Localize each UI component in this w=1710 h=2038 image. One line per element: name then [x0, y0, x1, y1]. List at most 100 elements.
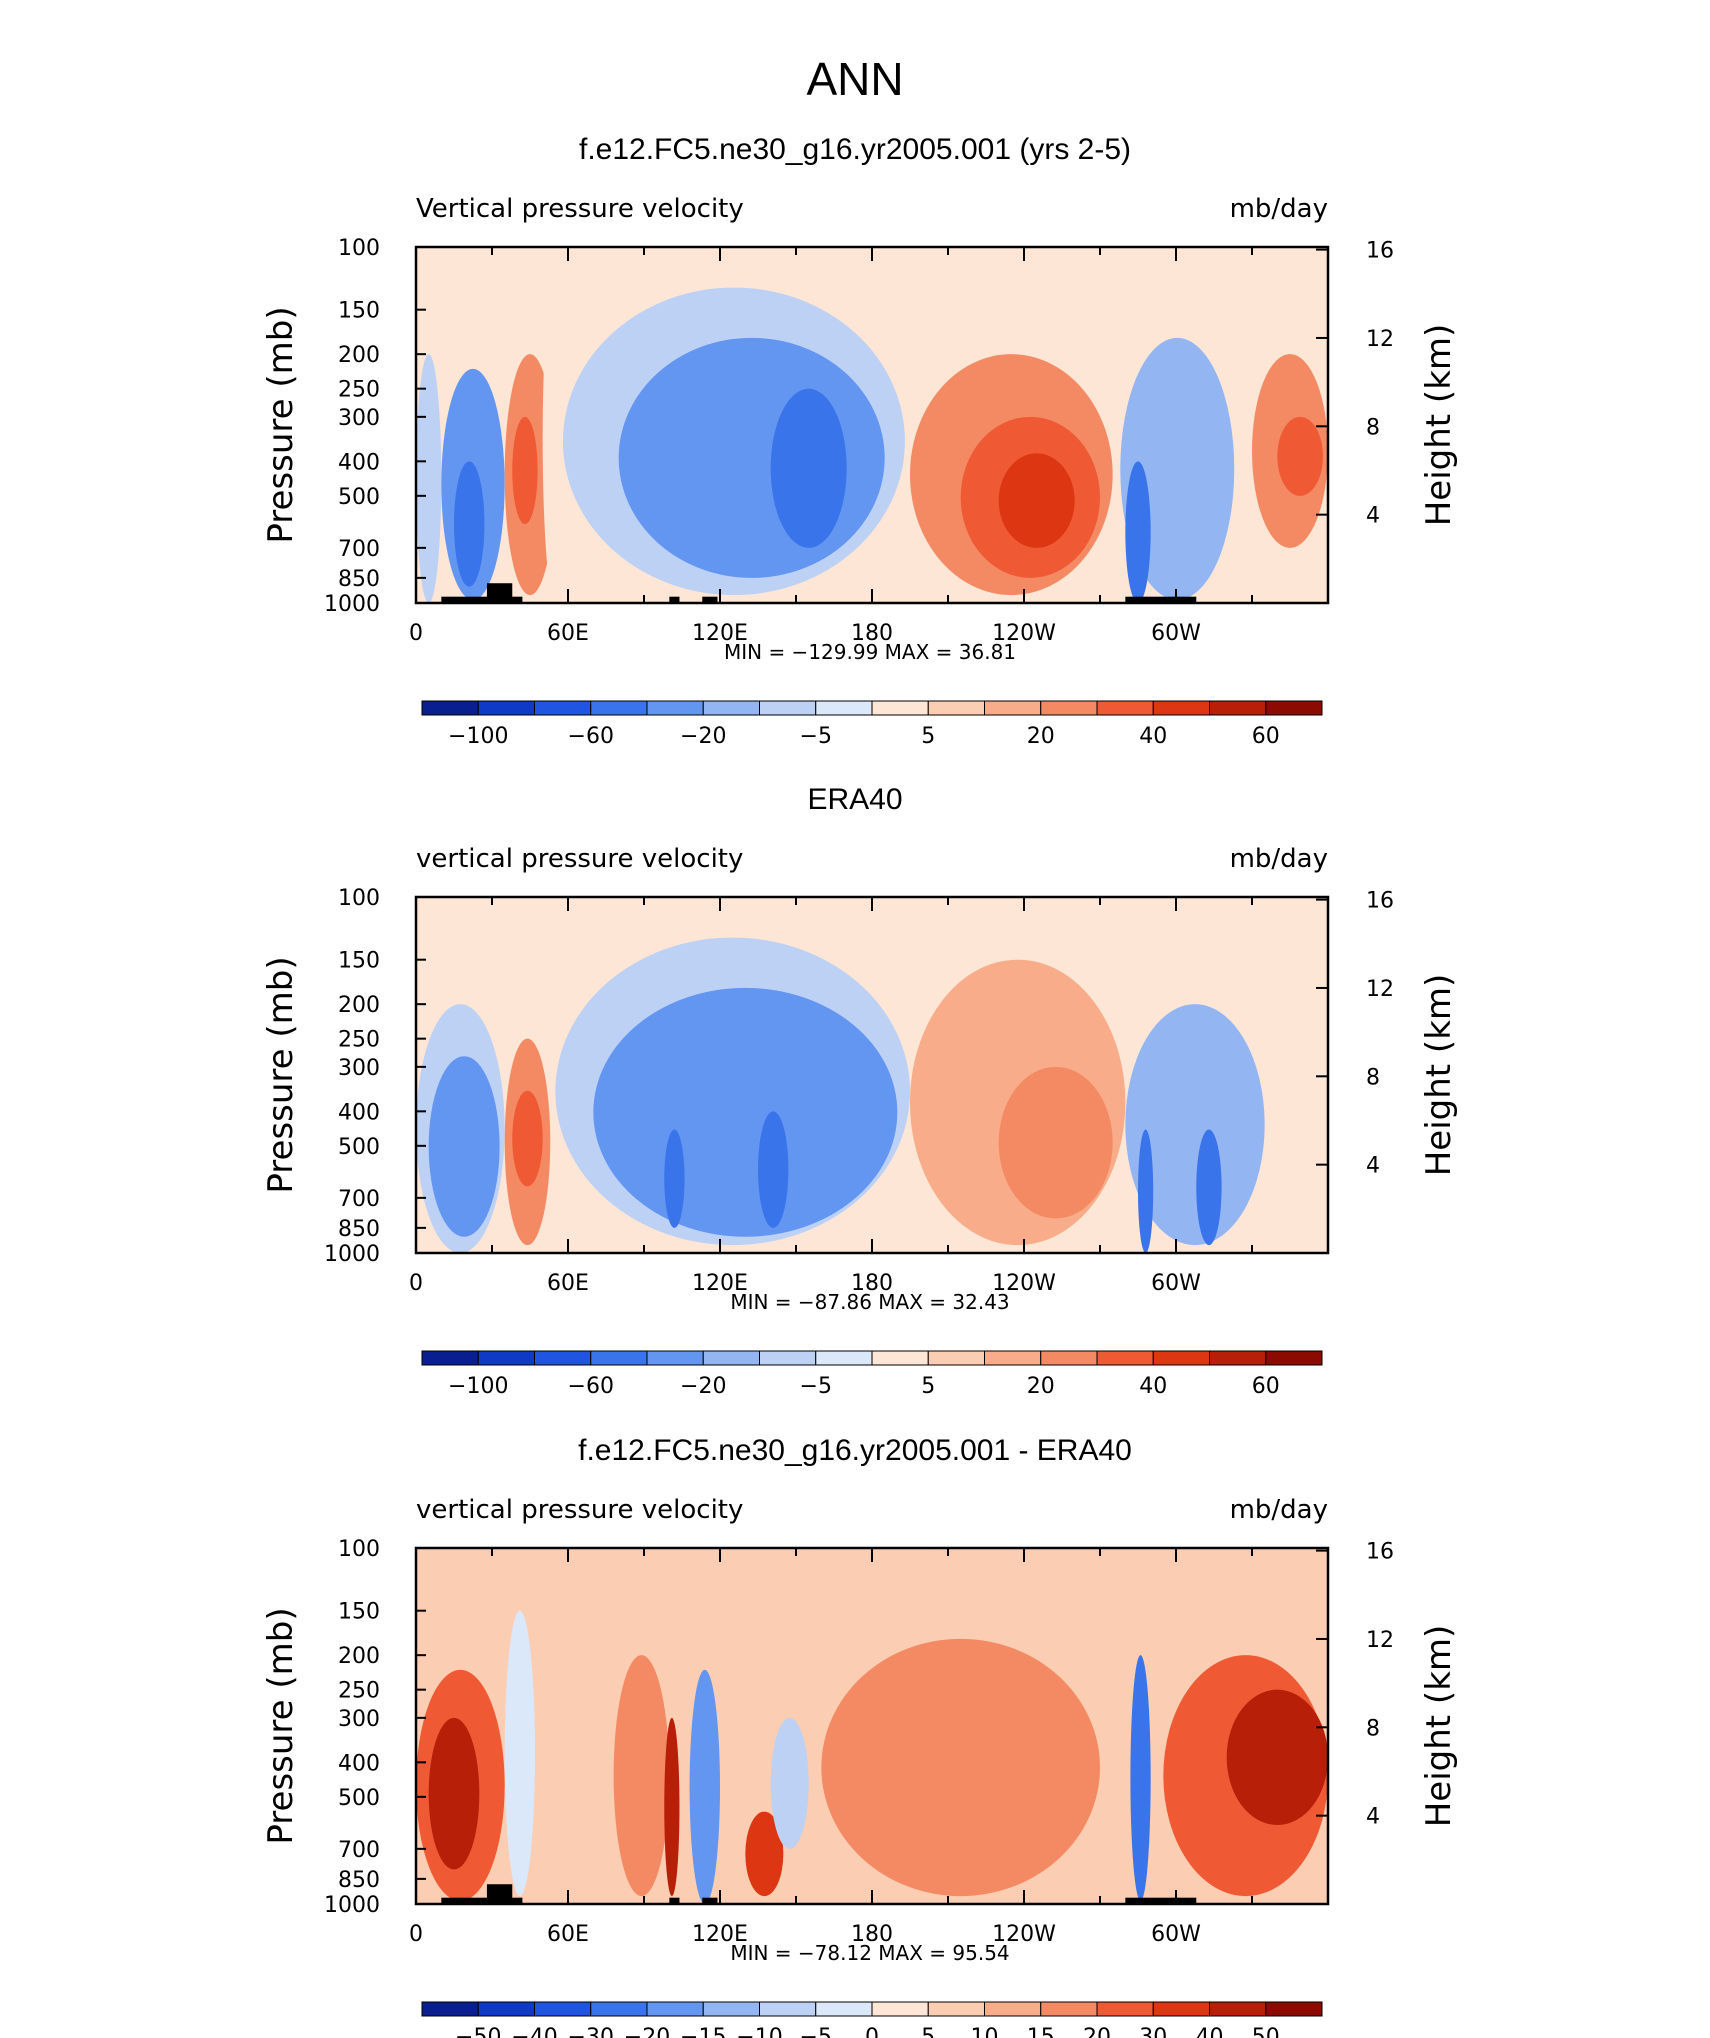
contour-cell	[1138, 1129, 1154, 1253]
y-tick-label: 700	[338, 537, 380, 562]
contour-cell	[504, 1610, 536, 1897]
right-axis-label: Height (km)	[1419, 974, 1459, 1177]
y-tick-label: 100	[338, 886, 380, 911]
colorbar-box	[927, 1350, 985, 1366]
y-tick-label: 850	[338, 1217, 380, 1242]
figure-title: ANN	[806, 53, 903, 105]
contour-cell	[1125, 461, 1151, 603]
colorbar-label: 10	[971, 2025, 999, 2038]
y-tick-label: 500	[338, 1786, 380, 1811]
y-tick-label: 200	[338, 343, 380, 368]
y-tick-label: 850	[338, 567, 380, 592]
contour-cell	[758, 1111, 789, 1228]
colorbar-box	[421, 700, 479, 716]
variable-label: vertical pressure velocity	[416, 844, 743, 874]
x-tick-label: 120E	[692, 621, 748, 646]
colorbar-box	[871, 2001, 929, 2017]
y-tick-label: 850	[338, 1868, 380, 1893]
colorbar-label: −5	[800, 2025, 832, 2038]
right-tick-label: 8	[1366, 415, 1380, 440]
colorbar-box	[1040, 2001, 1098, 2017]
colorbar-box	[1152, 700, 1210, 716]
y-tick-label: 200	[338, 993, 380, 1018]
colorbar-label: 40	[1196, 2025, 1224, 2038]
x-tick-label: 60W	[1151, 1922, 1201, 1947]
x-tick-label: 60W	[1151, 1271, 1201, 1296]
y-tick-label: 250	[338, 1679, 380, 1704]
colorbar-label: 60	[1252, 724, 1280, 749]
contour-cell	[512, 416, 538, 525]
contour-cell	[454, 461, 485, 587]
colorbar-label: 20	[1083, 2025, 1111, 2038]
colorbar-label: −20	[680, 724, 726, 749]
contour-cell	[770, 1717, 809, 1849]
colorbar-box	[1096, 2001, 1154, 2017]
min-max-stats: MIN = −87.86 MAX = 32.43	[730, 1290, 1009, 1314]
right-tick-label: 12	[1366, 327, 1394, 352]
y-tick-label: 150	[338, 299, 380, 324]
colorbar-label: −10	[736, 2025, 782, 2038]
land-mask	[1125, 1897, 1197, 1904]
colorbar-label: −30	[568, 2025, 614, 2038]
colorbar-box	[421, 1350, 479, 1366]
x-tick-label: 120E	[692, 1922, 748, 1947]
colorbar-box	[1096, 1350, 1154, 1366]
panel-title: f.e12.FC5.ne30_g16.yr2005.001 (yrs 2-5)	[579, 133, 1131, 166]
contour-cell	[689, 1669, 720, 1904]
min-max-stats: MIN = −78.12 MAX = 95.54	[730, 1941, 1009, 1965]
colorbar-label: 40	[1139, 724, 1167, 749]
contour-cell	[428, 1717, 480, 1870]
contour-cell	[416, 354, 442, 603]
variable-label: Vertical pressure velocity	[416, 194, 744, 224]
colorbar-box	[759, 1350, 817, 1366]
colorbar-box	[590, 700, 648, 716]
y-tick-label: 400	[338, 450, 380, 475]
y-tick-label: 1000	[324, 1893, 380, 1918]
y-tick-label: 100	[338, 1537, 380, 1562]
contour-cell	[1125, 1004, 1265, 1246]
colorbar-label: 60	[1252, 1374, 1280, 1399]
colorbar-box	[1040, 1350, 1098, 1366]
y-axis-label: Pressure (mb)	[261, 1607, 301, 1844]
colorbar-box	[702, 1350, 760, 1366]
contour-cell	[1226, 1689, 1328, 1826]
min-max-stats: MIN = −129.99 MAX = 36.81	[724, 640, 1016, 664]
colorbar-box	[590, 2001, 648, 2017]
x-tick-label: 180	[851, 621, 893, 646]
land-mask	[702, 1897, 718, 1904]
land-mask	[486, 583, 513, 603]
x-tick-label: 180	[851, 1271, 893, 1296]
y-tick-label: 150	[338, 1600, 380, 1625]
colorbar-label: −40	[511, 2025, 557, 2038]
x-tick-label: 120W	[992, 621, 1056, 646]
field	[416, 897, 1328, 1253]
colorbar-box	[421, 2001, 479, 2017]
colorbar-label: −100	[448, 1374, 508, 1399]
units-label: mb/day	[1230, 1495, 1328, 1525]
contour-cell	[1277, 416, 1323, 496]
colorbar-label: 30	[1139, 2025, 1167, 2038]
colorbar-box	[1265, 1350, 1323, 1366]
y-axis-label: Pressure (mb)	[261, 956, 301, 1193]
colorbar-label: 50	[1252, 2025, 1280, 2038]
x-tick-label: 0	[409, 1922, 423, 1947]
colorbar-box	[702, 2001, 760, 2017]
panels: f.e12.FC5.ne30_g16.yr2005.001 (yrs 2-5) V…	[261, 133, 1459, 2038]
panel-2: ERA40 vertical pressure velocity mb/day 0 60…	[261, 783, 1459, 1399]
colorbar-label: 20	[1027, 724, 1055, 749]
colorbar-label: −5	[800, 724, 832, 749]
colorbar-box	[1209, 700, 1267, 716]
y-tick-label: 200	[338, 1644, 380, 1669]
colorbar-label: 20	[1027, 1374, 1055, 1399]
colorbar-label: 15	[1027, 2025, 1055, 2038]
right-tick-label: 16	[1366, 1540, 1394, 1565]
colorbar-label: −60	[568, 1374, 614, 1399]
land-mask	[441, 1897, 523, 1904]
colorbar-box	[927, 2001, 985, 2017]
colorbar-box	[1209, 1350, 1267, 1366]
colorbar-box	[646, 2001, 704, 2017]
x-tick-label: 60E	[547, 621, 589, 646]
right-tick-label: 16	[1366, 239, 1394, 264]
colorbar-box	[815, 1350, 873, 1366]
